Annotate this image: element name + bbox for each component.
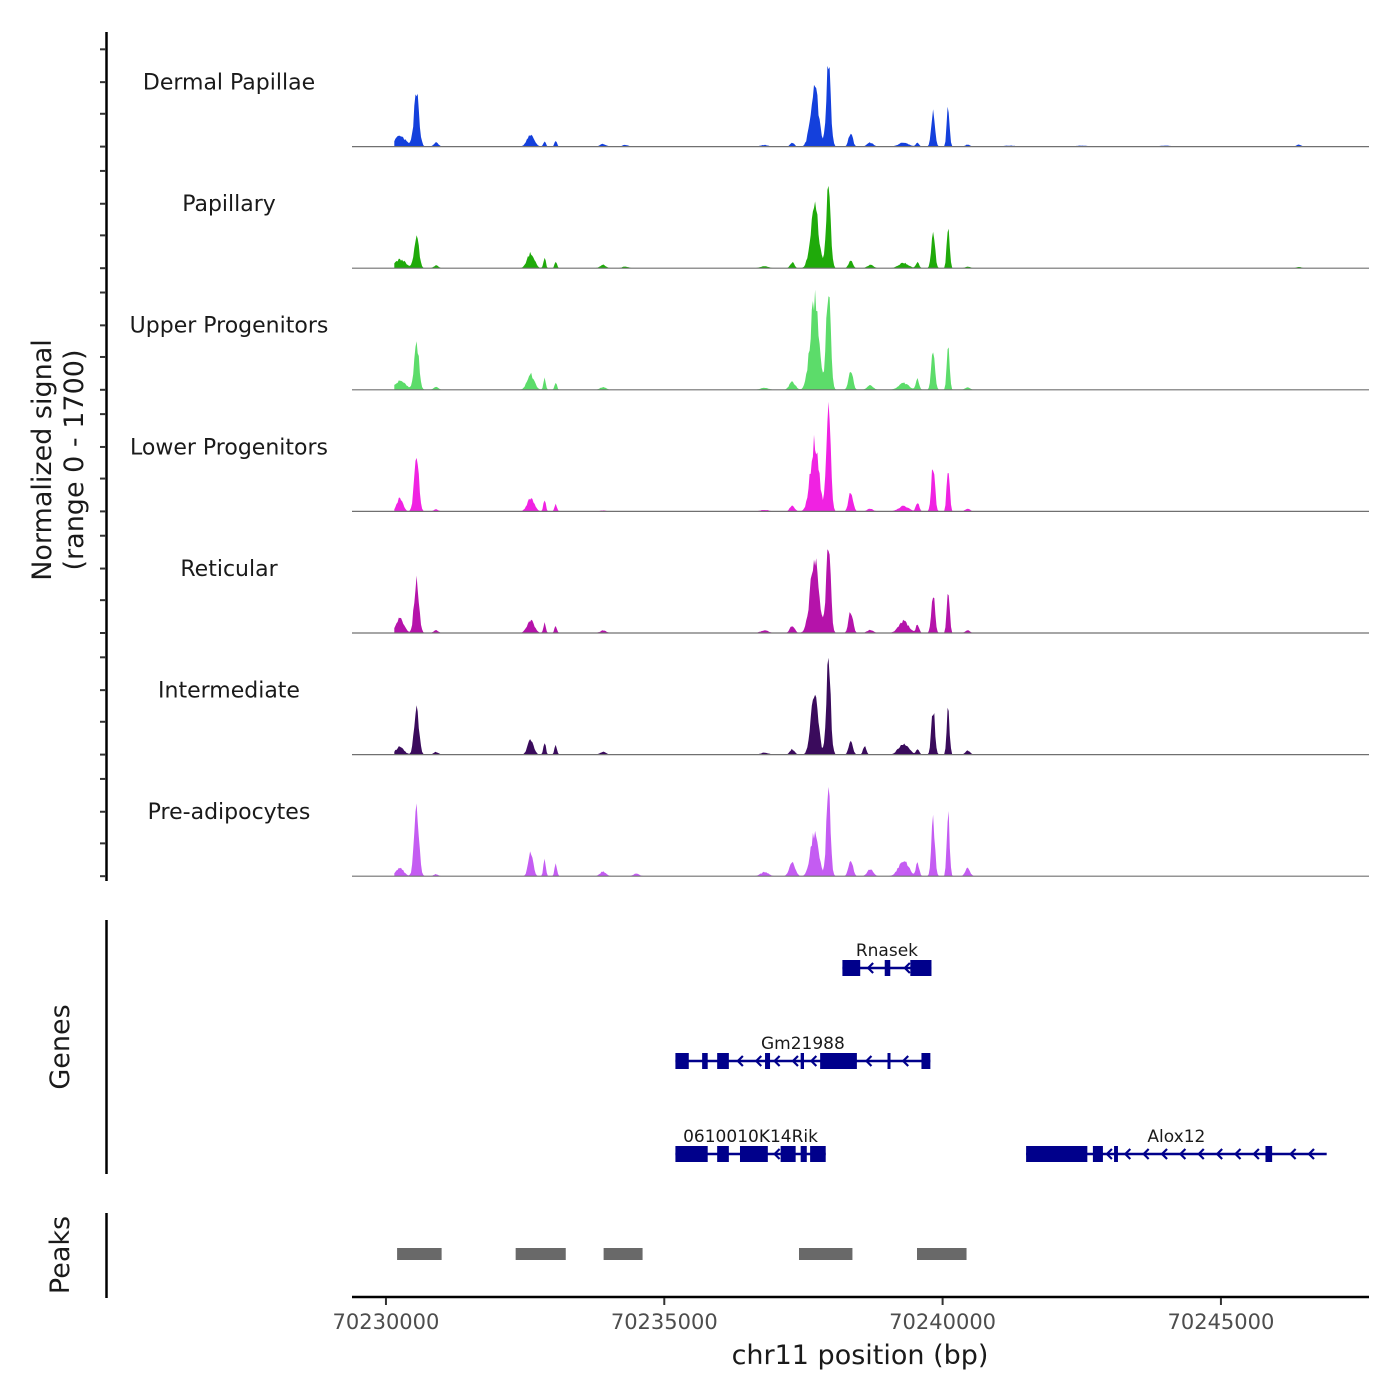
x-tick-label: 70245000 [1167, 1310, 1274, 1334]
strand-arrow [1142, 1148, 1150, 1160]
y-axis-title-line2: (range 0 - 1700) [59, 350, 90, 571]
strand-arrow [866, 962, 874, 974]
signal-area [394, 65, 1341, 147]
strand-arrow [736, 1055, 744, 1067]
strand-arrow [1307, 1148, 1315, 1160]
gene-exon [702, 1053, 708, 1069]
gene-label: Gm21988 [761, 1034, 845, 1054]
strand-arrow [1105, 1148, 1113, 1160]
coverage-y-ticks [100, 48, 106, 878]
track-intermediate: Intermediate [158, 657, 1369, 756]
x-tick-label: 70235000 [611, 1310, 718, 1334]
strand-arrow [773, 1055, 781, 1067]
track-label: Reticular [180, 557, 278, 582]
track-pre-adipocytes: Pre-adipocytes [148, 786, 1369, 877]
track-label: Pre-adipocytes [148, 800, 311, 825]
gene-rnasek: Rnasek [842, 941, 932, 976]
genes-panel-label: Genes [45, 1004, 76, 1089]
gene-gm21988: Gm21988 [675, 1034, 931, 1069]
peak-region [798, 1248, 853, 1260]
gene-label: Rnasek [856, 941, 918, 961]
gene-exon [780, 1146, 796, 1162]
strand-arrow [864, 1055, 873, 1067]
gene-alox12: Alox12 [1026, 1127, 1327, 1162]
signal-area [394, 289, 1341, 390]
strand-arrow [1233, 1148, 1242, 1160]
signal-area [394, 786, 1341, 877]
gene-exon [800, 1146, 807, 1162]
strand-arrow [901, 1055, 909, 1067]
strand-arrow [809, 1055, 818, 1067]
strand-arrow [791, 1055, 799, 1067]
track-label: Papillary [182, 192, 276, 217]
peak-region [515, 1248, 566, 1260]
gene-exon [820, 1053, 857, 1069]
strand-arrow [1160, 1148, 1168, 1160]
gene-label: Alox12 [1147, 1127, 1205, 1147]
track-dermal-papillae: Dermal Papillae [143, 65, 1369, 148]
x-tick-label: 70240000 [889, 1310, 996, 1334]
track-papillary: Papillary [182, 185, 1369, 269]
strand-arrow [903, 962, 911, 974]
track-upper-progenitors: Upper Progenitors [130, 289, 1369, 391]
gene-0610010k14rik: 0610010K14Rik [675, 1127, 826, 1162]
y-axis-title: Normalized signal (range 0 - 1700) [27, 339, 90, 581]
peak-region [397, 1248, 442, 1260]
y-axis-title-line1: Normalized signal [27, 339, 58, 581]
strand-arrow [1178, 1148, 1187, 1160]
peaks-panel-label: Peaks [45, 1216, 76, 1294]
track-label: Lower Progenitors [130, 435, 328, 460]
x-tick-label: 70230000 [333, 1310, 440, 1334]
gene-exon [1265, 1146, 1273, 1162]
signal-area [394, 185, 1341, 269]
gene-exon [921, 1053, 931, 1069]
gene-exon [1026, 1146, 1088, 1162]
peak-regions [397, 1248, 967, 1260]
gene-exon [717, 1146, 729, 1162]
gene-exon [675, 1146, 708, 1162]
x-axis-title: chr11 position (bp) [732, 1340, 989, 1371]
gene-exon [887, 1053, 891, 1069]
gene-exon [1092, 1146, 1103, 1162]
strand-arrow [1197, 1148, 1205, 1160]
gene-exon [810, 1146, 826, 1162]
strand-arrow [773, 1148, 781, 1160]
gene-exon [910, 960, 932, 976]
gene-exon [765, 1053, 771, 1069]
track-label: Upper Progenitors [130, 314, 329, 339]
signal-area [394, 401, 1341, 512]
gene-exon [717, 1053, 729, 1069]
strand-arrow [754, 1055, 763, 1067]
gene-exon [1114, 1146, 1118, 1162]
peak-region [917, 1248, 967, 1260]
gene-exon [739, 1146, 768, 1162]
track-label: Intermediate [158, 679, 300, 704]
gene-annotations: Rnasek Gm21988 0610010K14Rik Alox12 [675, 941, 1327, 1162]
x-axis-ticks: 70230000 70235000 70240000 70245000 [333, 1298, 1274, 1334]
gene-exon [884, 960, 891, 976]
strand-arrow [1123, 1148, 1132, 1160]
track-lower-progenitors: Lower Progenitors [130, 401, 1369, 512]
strand-arrow [1289, 1148, 1297, 1160]
track-reticular: Reticular [180, 549, 1369, 634]
strand-arrow [1215, 1148, 1223, 1160]
signal-area [394, 549, 1341, 633]
coverage-tracks: Dermal Papillae Papillary Upper Progenitor… [130, 65, 1369, 877]
peak-region [603, 1248, 643, 1260]
gene-exon [842, 960, 861, 976]
gene-exon [675, 1053, 689, 1069]
gene-label: 0610010K14Rik [683, 1127, 818, 1147]
gene-exon [800, 1053, 804, 1069]
track-label: Dermal Papillae [143, 71, 315, 96]
signal-area [394, 657, 1341, 755]
strand-arrow [1252, 1148, 1260, 1160]
